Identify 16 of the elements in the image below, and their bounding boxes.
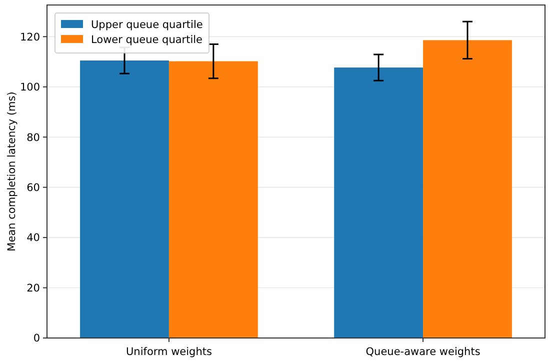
- y-tick-label: 60: [26, 182, 40, 194]
- y-tick-label: 0: [33, 332, 40, 345]
- legend-label: Lower queue quartile: [91, 34, 203, 46]
- bar: [334, 68, 424, 338]
- y-axis-title: Mean completion latency (ms): [6, 92, 18, 252]
- y-tick-label: 80: [26, 132, 40, 144]
- bar: [80, 60, 169, 338]
- legend-label: Upper queue quartile: [91, 19, 203, 31]
- bar: [168, 61, 258, 338]
- y-tick-label: 100: [20, 82, 40, 94]
- y-tick-label: 20: [26, 282, 40, 294]
- bar: [423, 40, 512, 338]
- y-tick-label: 120: [20, 31, 40, 44]
- x-tick-label: Uniform weights: [126, 346, 212, 358]
- y-tick-label: 40: [26, 232, 40, 244]
- x-tick-label: Queue-aware weights: [366, 346, 480, 358]
